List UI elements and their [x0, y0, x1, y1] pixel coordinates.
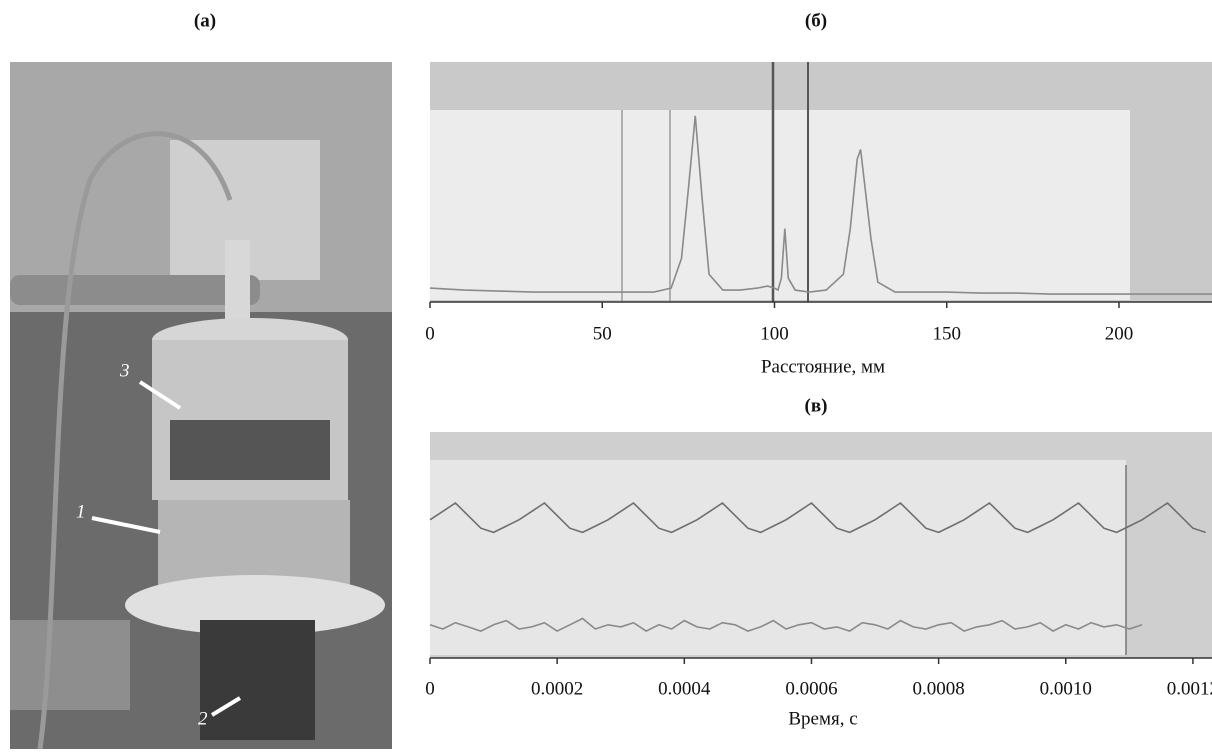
x-tick-label: 0.0008 — [912, 678, 964, 699]
x-tick-label: 0.0002 — [531, 678, 583, 699]
x-tick-label: 0 — [425, 678, 435, 699]
x-tick-label: 200 — [1105, 323, 1134, 344]
plot-c-background — [430, 432, 1212, 658]
x-tick-label: 0.0006 — [785, 678, 837, 699]
panel-label: (а) — [194, 10, 216, 31]
photo-label: 1 — [76, 501, 86, 522]
photo-label: 2 — [198, 708, 208, 729]
x-tick-label: 0.0012 — [1167, 678, 1212, 699]
panel-label: (в) — [805, 395, 828, 416]
x-axis-title: Время, с — [788, 708, 857, 729]
x-tick-label: 150 — [932, 323, 961, 344]
x-tick-label: 0 — [425, 323, 435, 344]
x-tick-label: 100 — [760, 323, 789, 344]
data-line — [429, 115, 1212, 295]
data-line — [429, 501, 1206, 534]
plot-b-background — [430, 62, 1212, 302]
photo: 3 1 2 — [10, 62, 392, 750]
photo-label: 3 — [119, 360, 130, 381]
panel-label: (б) — [805, 10, 827, 31]
x-tick-label: 0.0010 — [1040, 678, 1092, 699]
x-tick-label: 50 — [593, 323, 612, 344]
x-axis-title: Расстояние, мм — [761, 356, 885, 377]
x-tick-label: 0.0004 — [658, 678, 711, 699]
data-line — [429, 617, 1143, 633]
